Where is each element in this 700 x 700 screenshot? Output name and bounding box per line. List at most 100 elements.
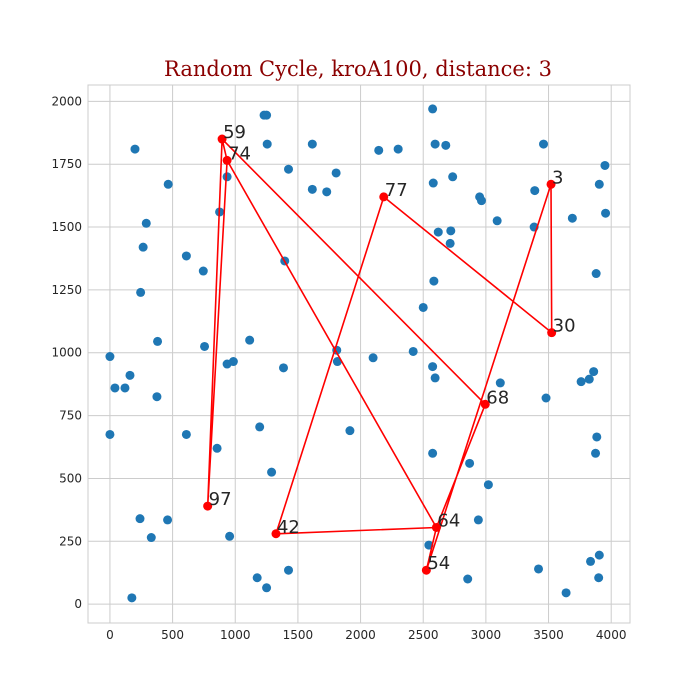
city-point (433, 227, 443, 237)
y-tick-label: 500 (59, 471, 82, 485)
node-label: 59 (223, 122, 246, 143)
city-point (428, 448, 438, 458)
city-point (592, 432, 602, 442)
city-point (430, 373, 440, 383)
city-point (152, 392, 162, 402)
node-label: 97 (209, 489, 232, 510)
y-tick-label: 1000 (51, 346, 82, 360)
city-point (584, 374, 594, 384)
city-point (495, 378, 505, 388)
city-point (181, 251, 191, 261)
city-point (530, 186, 540, 196)
city-point (374, 145, 384, 155)
node-label: 74 (228, 143, 251, 164)
node-label: 68 (486, 387, 509, 408)
city-point (225, 531, 235, 541)
cycle-node (271, 529, 281, 539)
x-axis-ticks: 0 500 1000 1500 2000 2500 3000 3500 4000 (106, 628, 626, 642)
city-point (589, 367, 599, 377)
x-tick-label: 3500 (533, 628, 564, 642)
city-point (120, 383, 130, 393)
y-tick-label: 250 (59, 534, 82, 548)
city-point (136, 287, 146, 297)
cycle-node (222, 155, 232, 165)
city-point (181, 429, 191, 439)
city-point (345, 426, 355, 436)
city-point (212, 443, 222, 453)
city-point (135, 514, 145, 524)
city-point (448, 172, 458, 182)
city-point (476, 196, 486, 206)
city-point (428, 178, 438, 188)
city-point (430, 139, 440, 149)
cycle-node (421, 565, 431, 575)
city-point (307, 139, 317, 149)
city-point (307, 184, 317, 194)
plot-border (87, 84, 631, 624)
city-point (428, 104, 438, 114)
city-point (591, 448, 601, 458)
node-label: 42 (277, 517, 300, 538)
city-point (262, 110, 272, 120)
city-point (428, 362, 438, 372)
city-point (567, 213, 577, 223)
city-point (141, 218, 151, 228)
city-point (445, 238, 455, 248)
x-tick-label: 4000 (596, 628, 627, 642)
node-label: 77 (385, 180, 408, 201)
node-label: 3 (552, 167, 563, 188)
city-point (262, 583, 272, 593)
city-point (594, 179, 604, 189)
grid (88, 85, 630, 623)
city-point (245, 335, 255, 345)
city-point (163, 179, 173, 189)
cycle-node (480, 399, 490, 409)
cycle-node (431, 522, 441, 532)
city-point (429, 276, 439, 286)
city-point (110, 383, 120, 393)
y-tick-label: 1250 (51, 283, 82, 297)
city-point (483, 480, 493, 490)
city-point (368, 353, 378, 363)
city-point (465, 458, 475, 468)
cycle-node (547, 328, 557, 338)
city-point (600, 160, 610, 170)
x-tick-label: 500 (161, 628, 184, 642)
plot-background (88, 85, 630, 623)
x-tick-label: 0 (106, 628, 114, 642)
y-tick-label: 1500 (51, 220, 82, 234)
city-point (105, 429, 115, 439)
city-point (331, 168, 341, 178)
cycle-path (203, 134, 557, 575)
city-point (601, 208, 611, 218)
city-point (408, 346, 418, 356)
city-point (534, 564, 544, 574)
city-point (586, 556, 596, 566)
city-point (267, 467, 277, 477)
city-point (138, 242, 148, 252)
city-point (130, 144, 140, 154)
y-tick-label: 750 (59, 409, 82, 423)
city-point (393, 144, 403, 154)
y-tick-label: 0 (74, 597, 82, 611)
node-label: 30 (553, 316, 576, 337)
x-tick-label: 3000 (471, 628, 502, 642)
city-point (228, 357, 238, 367)
city-point (594, 550, 604, 560)
chart-title: Random Cycle, kroA100, distance: 3 (164, 57, 552, 81)
city-point (539, 139, 549, 149)
city-point (446, 226, 456, 236)
city-point (255, 422, 265, 432)
city-point (198, 266, 208, 276)
city-point (146, 533, 156, 543)
city-point (127, 593, 137, 603)
city-point (591, 269, 601, 279)
city-point (463, 574, 473, 584)
x-tick-label: 1500 (283, 628, 314, 642)
city-point (284, 565, 294, 575)
y-tick-label: 2000 (51, 94, 82, 108)
city-point (153, 336, 163, 346)
city-point (441, 140, 451, 150)
